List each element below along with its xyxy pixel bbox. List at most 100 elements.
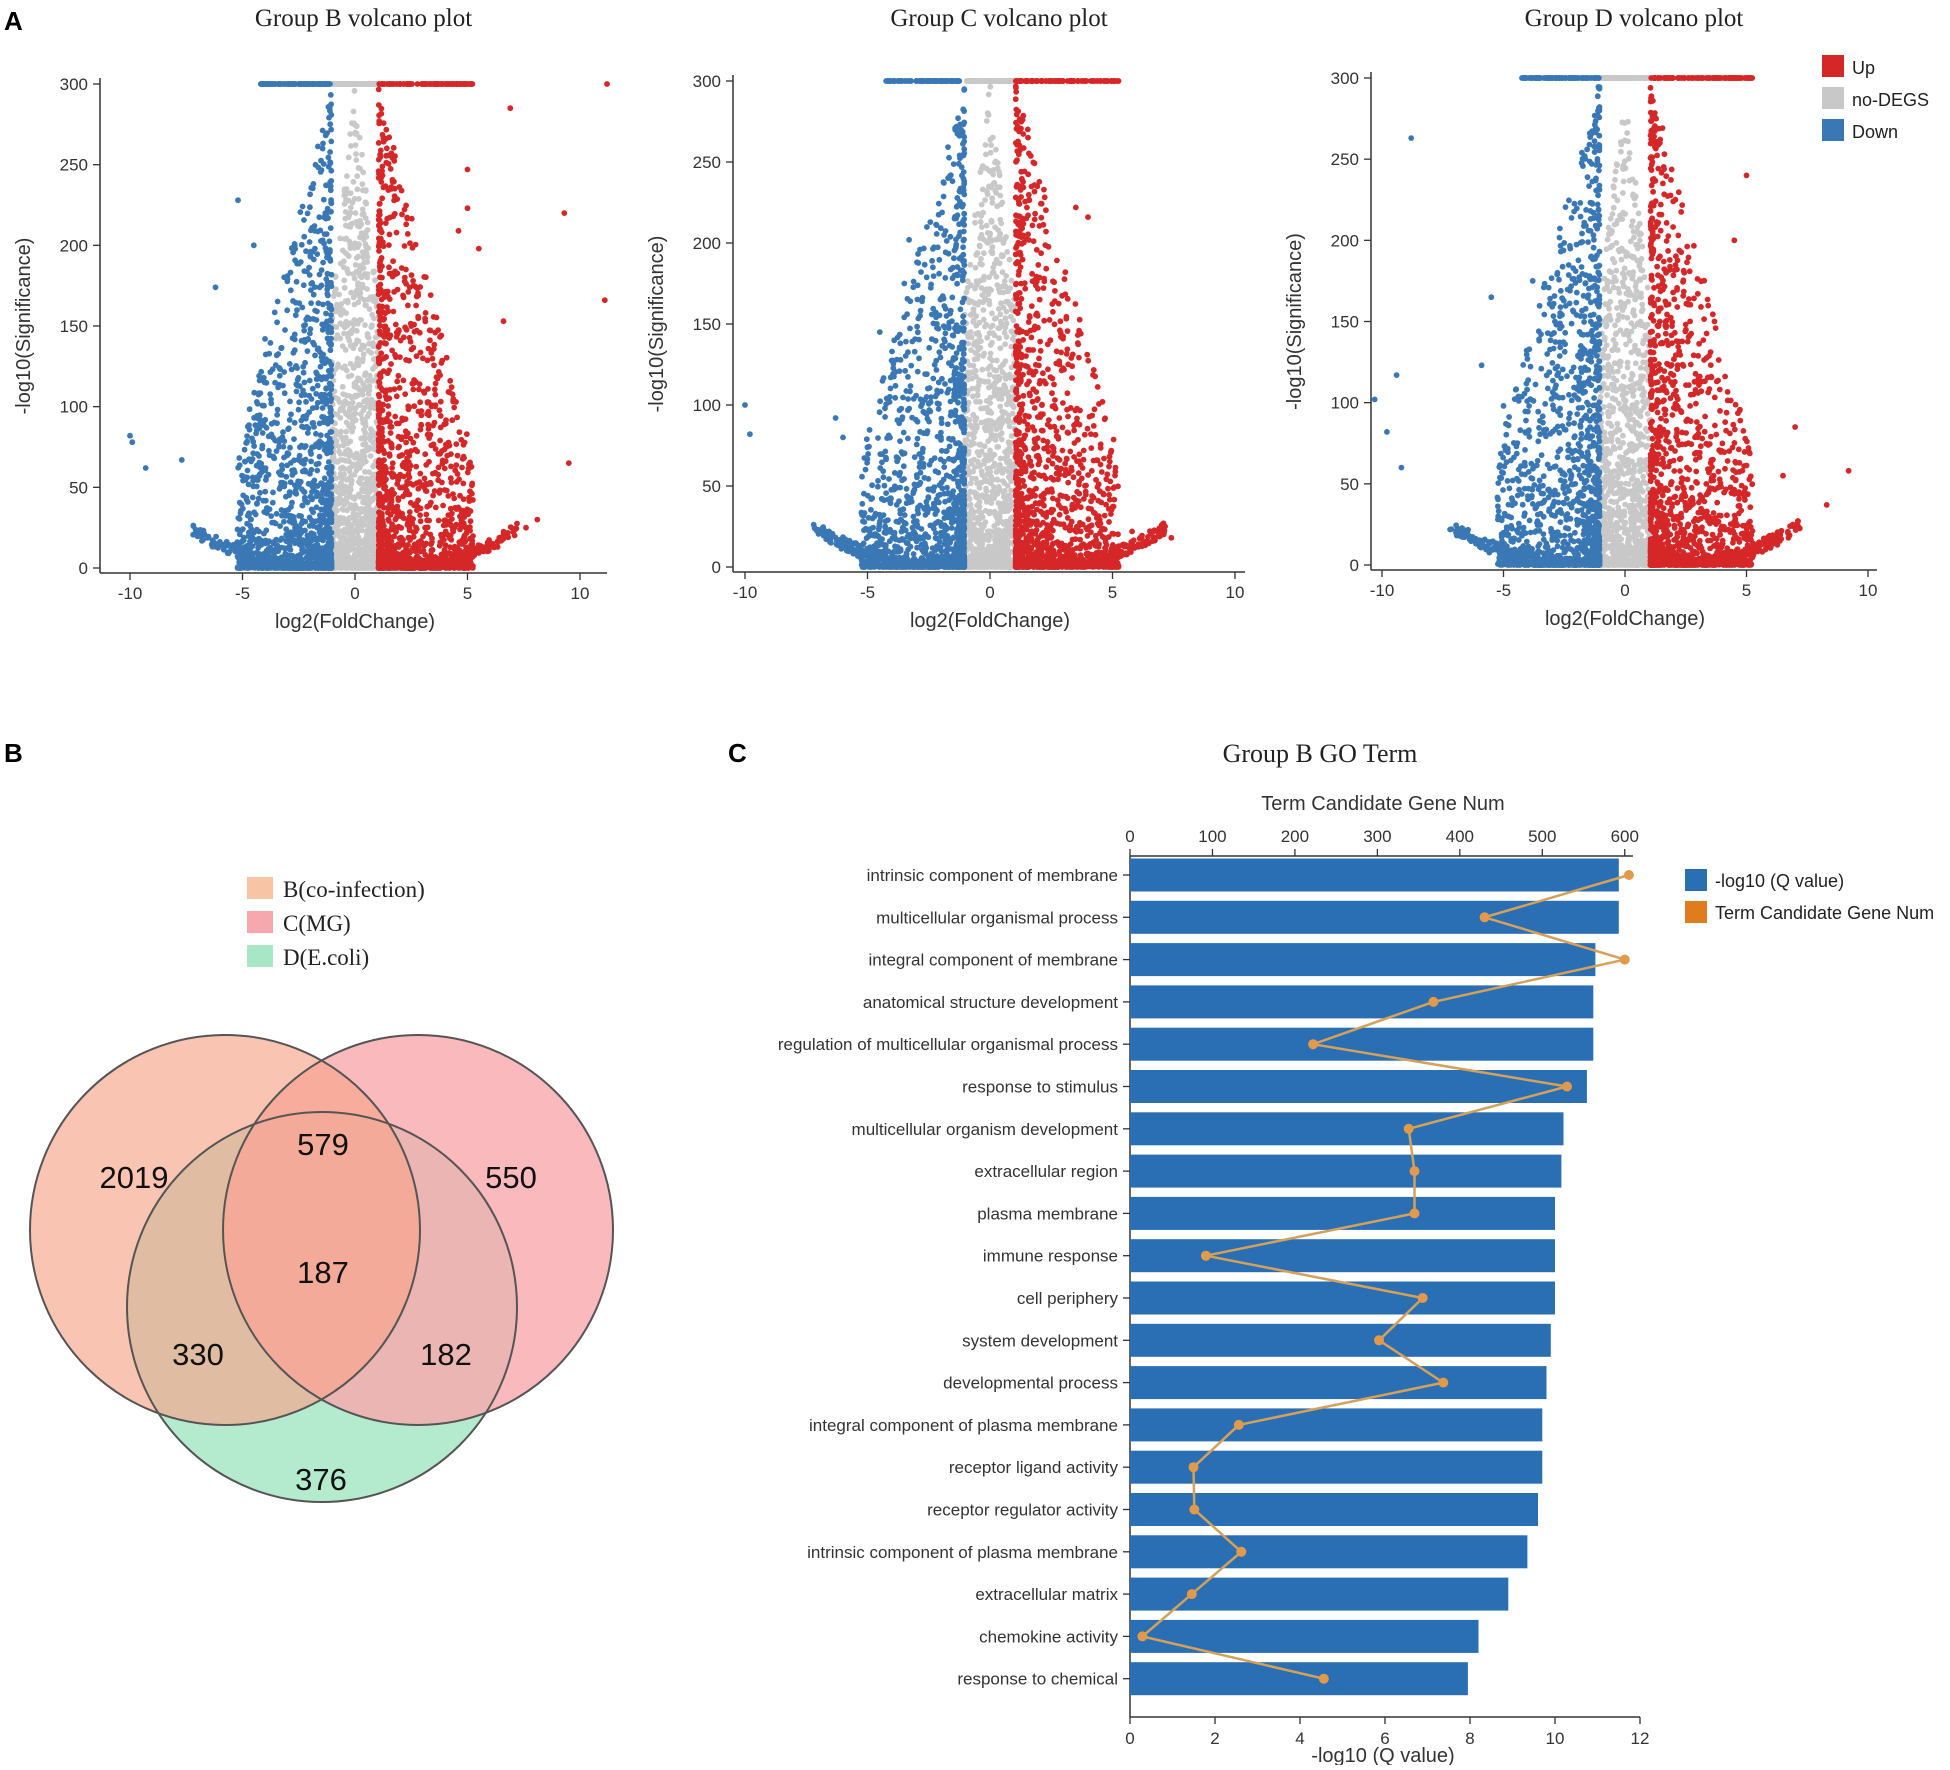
volcano-point: [351, 555, 357, 561]
volcano-point: [343, 458, 349, 464]
volcano-point: [358, 525, 364, 531]
x-tick-label: -5: [235, 584, 250, 603]
volcano-point: [336, 292, 342, 298]
volcano-point: [287, 540, 293, 546]
volcano-point: [272, 380, 278, 386]
x-tick-label: 5: [463, 584, 472, 603]
volcano-point: [340, 384, 346, 390]
volcano-point: [313, 553, 319, 559]
volcano-point: [384, 145, 390, 151]
volcano-point: [343, 429, 349, 435]
volcano-point: [267, 506, 273, 512]
volcano-point: [401, 295, 407, 301]
volcano-point: [257, 490, 263, 496]
volcano-point: [331, 293, 337, 299]
volcano-point: [323, 442, 329, 448]
volcano-point: [285, 450, 291, 456]
volcano-point: [340, 437, 346, 443]
volcano-point: [324, 385, 330, 391]
volcano-point: [355, 186, 361, 192]
volcano-point: [447, 535, 453, 541]
volcano-point: [294, 307, 300, 313]
volcano-point: [382, 324, 388, 330]
volcano-point: [452, 505, 458, 511]
volcano-point: [407, 525, 413, 531]
volcano-point: [410, 278, 416, 284]
volcano-point: [418, 422, 424, 428]
volcano-point: [419, 412, 425, 418]
volcano-point: [319, 167, 325, 173]
volcano-point: [988, 142, 994, 148]
volcano-point: [275, 407, 281, 413]
volcano-point: [983, 486, 989, 492]
volcano-point: [328, 342, 334, 348]
volcano-point: [427, 337, 433, 343]
volcano-point: [346, 466, 352, 472]
volcano-point: [143, 465, 149, 471]
volcano-point: [376, 171, 382, 177]
volcano-point: [315, 383, 321, 389]
volcano-point: [422, 316, 428, 322]
volcano-point: [257, 421, 263, 427]
volcano-point: [384, 540, 390, 546]
volcano-point: [416, 560, 422, 566]
volcano-point: [981, 250, 987, 256]
volcano-point: [261, 403, 267, 409]
volcano-point: [288, 287, 294, 293]
volcano-point: [396, 553, 402, 559]
x-axis-label: log2(FoldChange): [910, 610, 1070, 632]
volcano-point: [299, 443, 305, 449]
volcano-point: [984, 223, 990, 229]
volcano-point: [359, 152, 365, 158]
volcano-point: [357, 267, 363, 273]
volcano-point: [262, 541, 268, 547]
volcano-point: [274, 412, 280, 418]
volcano-point: [422, 390, 428, 396]
volcano-point: [273, 521, 279, 527]
volcano-point: [378, 111, 384, 117]
volcano-point: [345, 269, 351, 275]
volcano-point: [408, 323, 414, 329]
volcano-point: [294, 382, 300, 388]
volcano-point: [377, 264, 383, 270]
volcano-point: [406, 406, 412, 412]
volcano-point: [361, 434, 367, 440]
volcano-point: [327, 247, 333, 253]
volcano-point: [447, 378, 453, 384]
volcano-point: [407, 509, 413, 515]
volcano-point: [376, 460, 382, 466]
volcano-point: [254, 527, 260, 533]
volcano-point: [997, 468, 1003, 474]
volcano-point: [523, 525, 529, 531]
volcano-point: [270, 435, 276, 441]
volcano-point: [363, 370, 369, 376]
volcano-point: [456, 228, 462, 234]
volcano-point: [311, 181, 317, 187]
volcano-point: [352, 496, 358, 502]
volcano-point: [341, 331, 347, 337]
volcano-point: [440, 458, 446, 464]
volcano-point: [289, 81, 295, 87]
volcano-point: [341, 557, 347, 563]
volcano-point: [303, 469, 309, 475]
volcano-point: [411, 534, 417, 540]
volcano-point: [347, 484, 353, 490]
volcano-point: [363, 230, 369, 236]
volcano-point: [465, 205, 471, 211]
volcano-point: [412, 541, 418, 547]
volcano-point: [321, 419, 327, 425]
volcano-point: [325, 301, 331, 307]
volcano-point: [448, 464, 454, 470]
volcano-point: [377, 154, 383, 160]
volcano-point: [400, 485, 406, 491]
volcano-point: [378, 236, 384, 242]
volcano-point: [319, 354, 325, 360]
y-tick-label: 50: [702, 477, 721, 496]
volcano-point: [402, 243, 408, 249]
volcano-point: [342, 536, 348, 542]
volcano-point: [291, 559, 297, 565]
volcano-point: [351, 295, 357, 301]
volcano-point: [351, 345, 357, 351]
x-tick-label: 10: [1226, 583, 1245, 602]
volcano-point: [480, 544, 486, 550]
